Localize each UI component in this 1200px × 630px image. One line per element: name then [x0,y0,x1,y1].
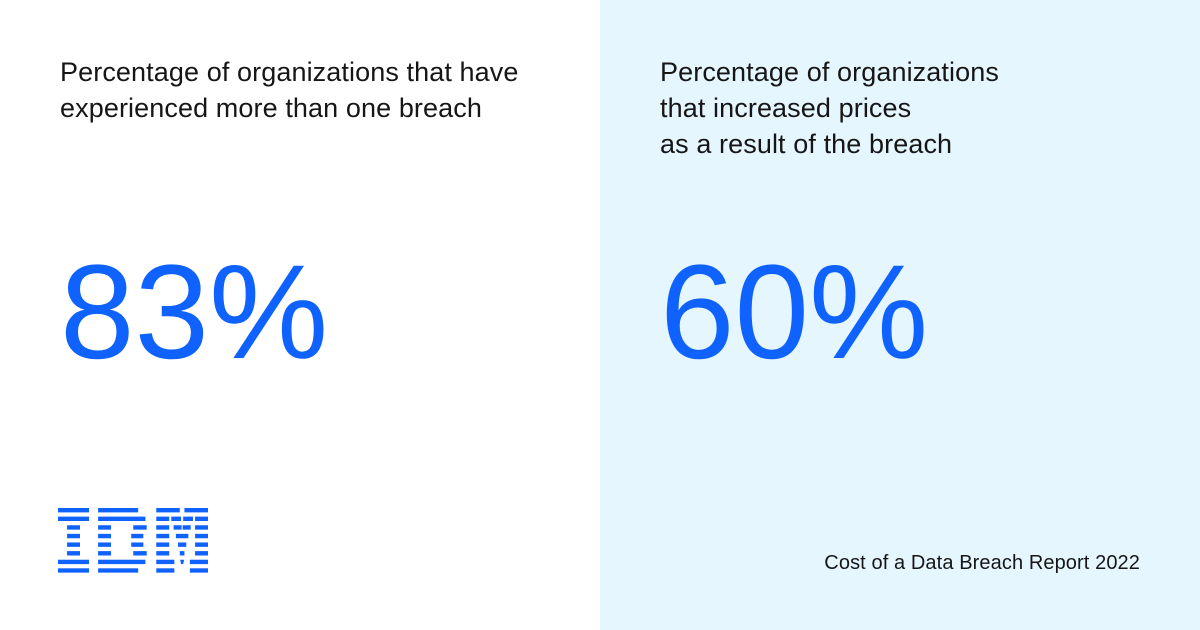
stat-value-increased-prices: 60% [660,238,929,387]
panel-multiple-breach: Percentage of organizations that have ex… [58,57,519,573]
stat-title-multiple-breach: Percentage of organizations that have ex… [60,57,519,123]
panel-increased-prices: Percentage of organizations that increas… [600,0,1200,630]
stat-value-multiple-breach: 83% [60,238,329,387]
ibm-logo [58,508,208,573]
stat-title-increased-prices: Percentage of organizations that increas… [660,57,999,159]
report-source-label: Cost of a Data Breach Report 2022 [824,552,1140,574]
